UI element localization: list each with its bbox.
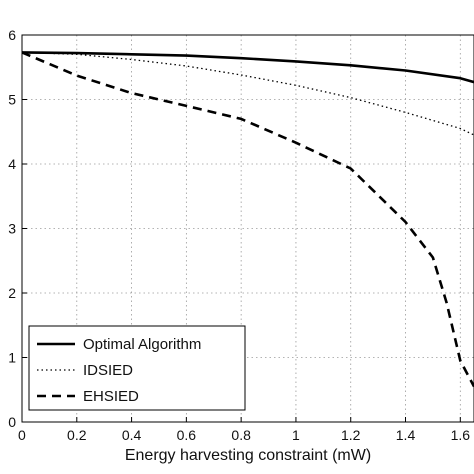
x-tick-label: 0.6 <box>177 427 197 443</box>
series-lines <box>21 51 474 388</box>
series-line-idsied <box>21 51 474 136</box>
grid-lines <box>22 35 474 422</box>
legend-label: EHSIED <box>83 388 139 405</box>
axis-ticks: 0 0.2 0.4 0.6 0.8 1 1.2 1.4 1.6 0 1 2 3 4 5 6 <box>8 27 470 443</box>
x-tick-label: 1.6 <box>451 427 471 443</box>
y-tick-label: 2 <box>8 285 16 301</box>
x-axis-label: Energy harvesting constraint (mW) <box>125 447 371 464</box>
legend-label: IDSIED <box>83 362 133 379</box>
y-tick-label: 0 <box>8 414 16 430</box>
x-tick-label: 0 <box>18 427 26 443</box>
legend: Optimal Algorithm IDSIED EHSIED <box>28 325 246 411</box>
x-tick-label: 1.4 <box>396 427 416 443</box>
x-tick-label: 0.2 <box>67 427 87 443</box>
series-line-ehsied <box>21 51 474 388</box>
y-tick-label: 1 <box>8 350 16 366</box>
series-line-optimal-algorithm <box>21 51 474 84</box>
legend-box <box>28 325 246 411</box>
y-tick-label: 4 <box>8 156 16 172</box>
x-tick-label: 1 <box>292 427 300 443</box>
x-tick-label: 0.4 <box>122 427 142 443</box>
y-tick-label: 3 <box>8 221 16 237</box>
y-tick-label: 6 <box>8 27 16 43</box>
x-tick-label: 0.8 <box>231 427 251 443</box>
legend-label: Optimal Algorithm <box>83 336 201 353</box>
y-tick-label: 5 <box>8 92 16 108</box>
x-tick-label: 1.2 <box>341 427 361 443</box>
